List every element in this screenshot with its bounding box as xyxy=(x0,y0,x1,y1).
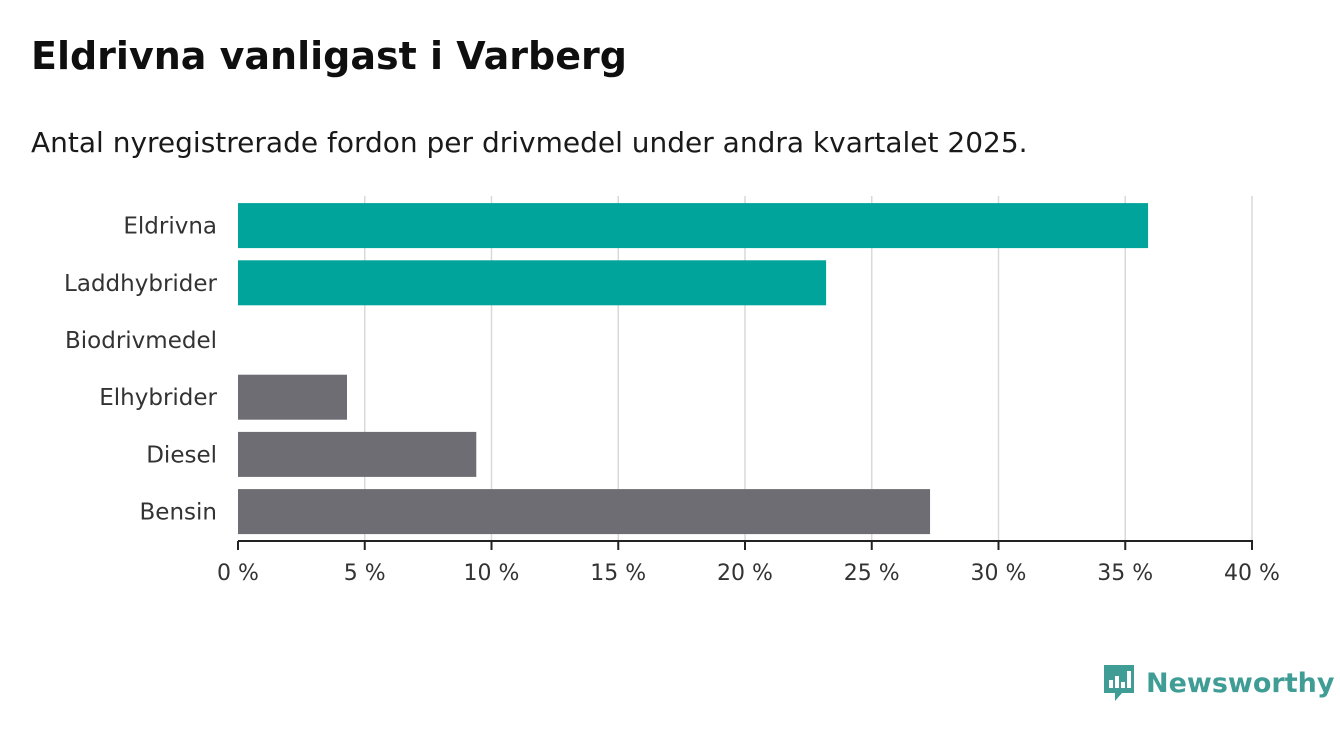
category-label: Diesel xyxy=(146,442,217,468)
category-label: Elhybrider xyxy=(99,385,217,411)
category-label: Biodrivmedel xyxy=(65,328,217,354)
bar-bensin xyxy=(238,489,931,535)
x-tick-label: 40 % xyxy=(1224,561,1280,586)
x-tick-label: 15 % xyxy=(590,561,646,586)
bar-laddhybrider xyxy=(238,260,827,306)
bars xyxy=(238,203,1149,535)
brand-logo: Newsworthy xyxy=(1102,662,1334,704)
category-label: Eldrivna xyxy=(123,214,217,240)
chart-subtitle: Antal nyregistrerade fordon per drivmede… xyxy=(31,126,1028,159)
category-labels: Eldrivna Laddhybrider Biodrivmedel Elhybrid… xyxy=(64,214,217,526)
grid-lines xyxy=(364,196,1253,541)
chart-title: Eldrivna vanligast i Varberg xyxy=(31,34,627,78)
x-tick-label: 0 % xyxy=(217,561,259,586)
x-axis: 0 % 5 % 10 % 15 % 20 % 25 % 30 % 35 % 40 % xyxy=(217,540,1280,586)
category-label: Bensin xyxy=(140,500,217,526)
newsworthy-logo-icon xyxy=(1104,665,1134,701)
bar-elhybrider xyxy=(238,374,348,420)
x-tick-label: 20 % xyxy=(717,561,773,586)
x-tick-label: 5 % xyxy=(344,561,386,586)
x-tick-label: 10 % xyxy=(464,561,520,586)
brand-name: Newsworthy xyxy=(1146,667,1335,699)
x-tick-label: 25 % xyxy=(844,561,900,586)
category-label: Laddhybrider xyxy=(64,271,217,297)
bar-diesel xyxy=(238,431,477,477)
x-tick-label: 30 % xyxy=(971,561,1027,586)
bar-eldrivna xyxy=(238,203,1149,249)
x-tick-label: 35 % xyxy=(1097,561,1153,586)
